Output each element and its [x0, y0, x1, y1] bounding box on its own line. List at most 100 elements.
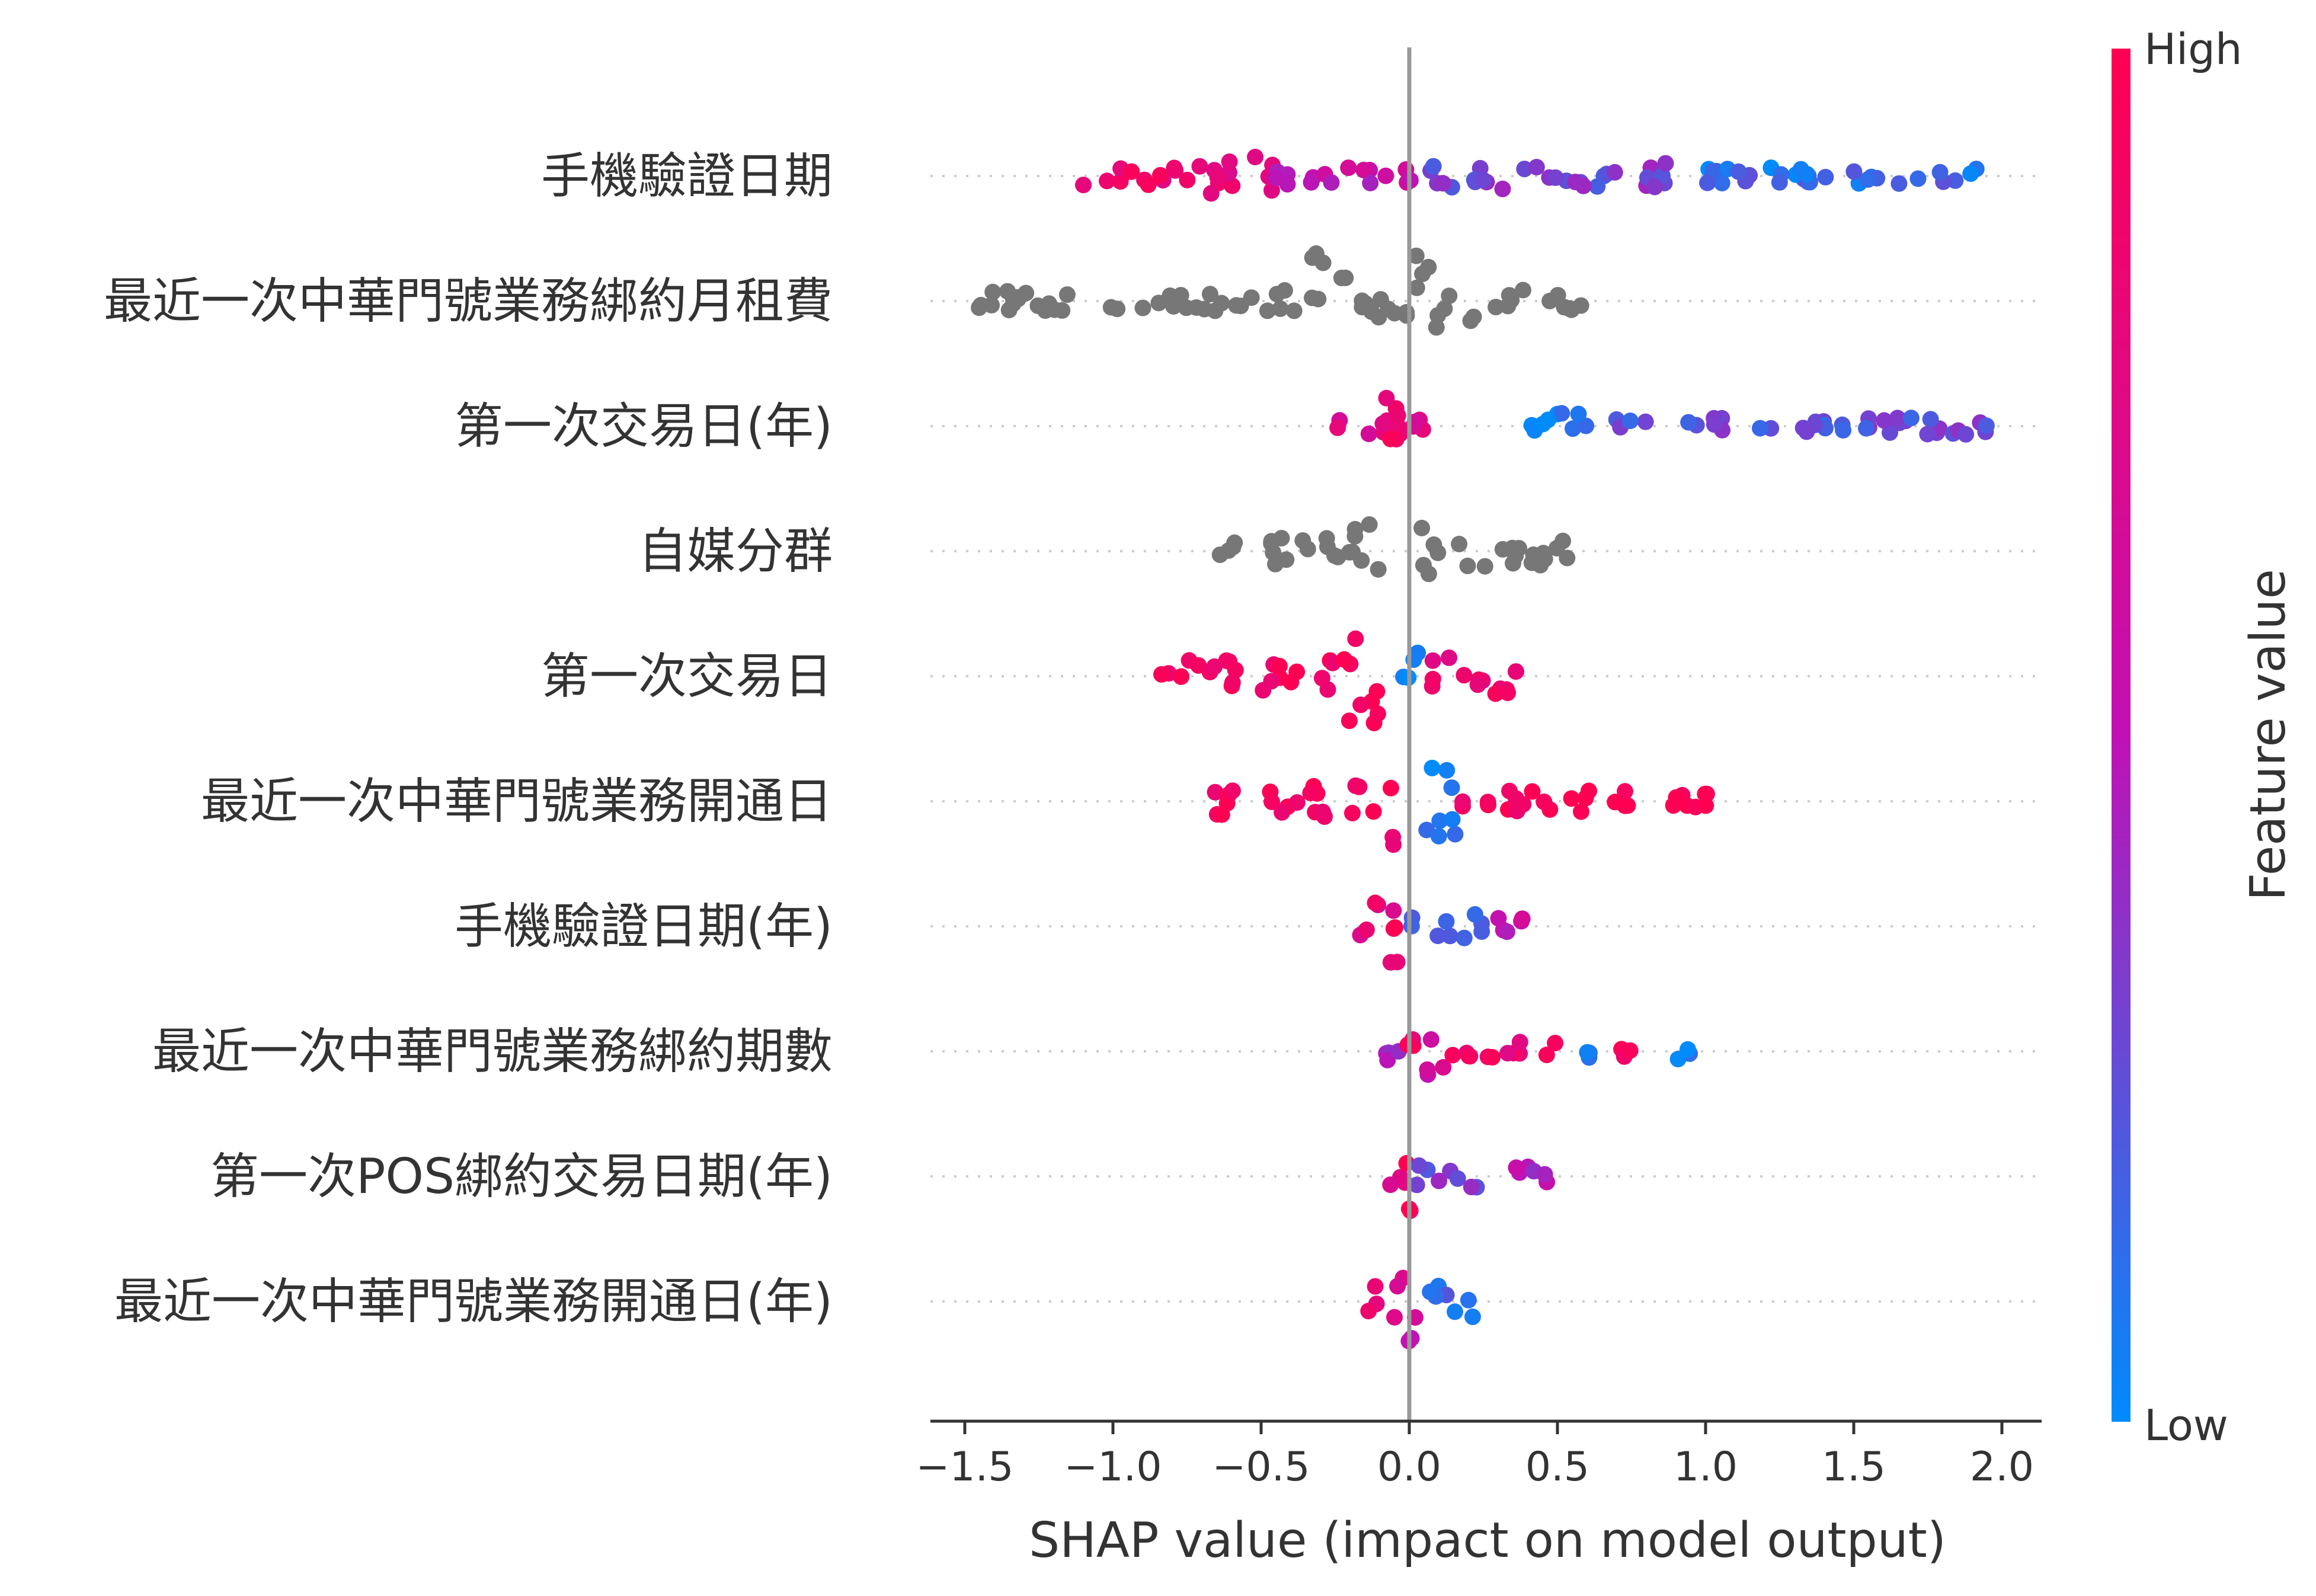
shap-point	[1213, 806, 1230, 823]
shap-point	[1389, 1278, 1406, 1295]
shap-point	[1536, 1166, 1553, 1183]
shap-point	[1313, 670, 1330, 687]
shap-point	[1326, 547, 1343, 564]
shap-point	[1389, 407, 1406, 424]
shap-point	[1441, 649, 1458, 666]
shap-point	[1367, 894, 1384, 911]
shap-point	[1556, 299, 1573, 316]
shap-point	[1361, 516, 1378, 533]
x-tick-label: −1.0	[1064, 1444, 1162, 1491]
shap-point	[1494, 180, 1511, 197]
shap-point	[1697, 797, 1714, 814]
colorbar: High Low Feature value	[2112, 24, 2296, 1450]
shap-point	[1209, 169, 1226, 186]
shap-point	[1018, 284, 1035, 302]
shap-point	[1507, 548, 1524, 564]
shap-point	[1419, 1061, 1436, 1078]
shap-point	[1386, 1309, 1403, 1326]
shap-point	[1534, 415, 1552, 433]
shap-point	[1263, 533, 1280, 550]
shap-point	[1547, 169, 1564, 186]
shap-point	[1190, 657, 1207, 674]
shap-point	[1259, 302, 1276, 319]
shap-point	[1109, 300, 1126, 318]
shap-point	[1444, 1047, 1461, 1064]
colorbar-title: Feature value	[2240, 569, 2296, 901]
shap-point	[1206, 658, 1223, 675]
shap-point	[1459, 557, 1476, 574]
shap-point	[1890, 175, 1908, 192]
colorbar-gradient	[2112, 49, 2131, 1422]
shap-point	[1547, 1035, 1564, 1051]
shap-point	[1438, 762, 1456, 779]
shap-point	[1606, 164, 1623, 181]
shap-point	[1473, 923, 1490, 940]
shap-point	[1202, 185, 1220, 202]
shap-point	[1303, 174, 1320, 191]
shap-point	[1422, 1283, 1439, 1300]
shap-point	[1123, 163, 1140, 180]
shap-point	[983, 296, 1000, 314]
shap-point	[1431, 813, 1448, 829]
shap-point	[1029, 297, 1047, 314]
shap-point	[1407, 247, 1425, 264]
shap-point	[1454, 793, 1471, 810]
feature-label: 第一次交易日	[541, 648, 833, 705]
shap-point	[971, 299, 988, 316]
shap-point	[1508, 1159, 1525, 1176]
shap-point	[1909, 170, 1927, 187]
shap-point	[1441, 287, 1458, 305]
shap-point	[984, 283, 1002, 300]
shap-point	[1333, 270, 1350, 286]
shap-point	[1403, 917, 1420, 935]
shap-point	[1541, 292, 1559, 309]
shap-point	[1514, 910, 1531, 927]
shap-point	[1578, 417, 1595, 434]
shap-point	[1424, 652, 1441, 669]
shap-point	[1919, 426, 1936, 443]
shap-point	[1665, 797, 1682, 814]
shap-point	[1498, 923, 1515, 941]
x-axis-title: SHAP value (impact on model output)	[1029, 1512, 1946, 1569]
shap-point	[1429, 544, 1447, 561]
colorbar-high-label: High	[2144, 24, 2242, 74]
shap-point	[1524, 783, 1541, 800]
shap-point	[1354, 292, 1371, 309]
shap-point	[1515, 282, 1531, 299]
shap-point	[1515, 796, 1532, 813]
shap-point	[1430, 828, 1447, 845]
feature-label: 最近一次中華門號業務開通日(年)	[114, 1274, 833, 1330]
shap-point	[1179, 171, 1196, 188]
shap-point	[1398, 304, 1415, 321]
shap-point	[1346, 527, 1364, 545]
shap-point	[1621, 1042, 1639, 1059]
shap-point	[1978, 417, 1995, 434]
shap-point	[1344, 543, 1361, 561]
shap-point	[1188, 299, 1205, 316]
feature-label: 最近一次中華門號業務綁約期數	[152, 1024, 833, 1080]
shap-point	[1054, 302, 1071, 319]
shap-point	[1657, 155, 1674, 172]
shap-point	[1447, 826, 1464, 843]
shap-point	[1408, 1176, 1425, 1194]
shap-point	[1370, 561, 1387, 578]
shap-point	[1172, 668, 1189, 685]
shap-point	[1466, 906, 1483, 923]
shap-point	[1355, 161, 1373, 178]
shap-point	[1285, 302, 1303, 319]
shap-point	[1553, 405, 1570, 422]
shap-point	[1567, 174, 1584, 191]
feature-row: 最近一次中華門號業務綁約月租費	[104, 245, 2042, 336]
shap-point	[1268, 286, 1285, 303]
shap-point	[1385, 836, 1402, 853]
shap-point	[1387, 919, 1403, 936]
shap-point	[1410, 1157, 1428, 1174]
shap-point	[1464, 1308, 1481, 1325]
shap-point	[1213, 295, 1230, 312]
shap-point	[1501, 782, 1518, 799]
shap-point	[1488, 299, 1505, 316]
shap-point	[1278, 551, 1295, 568]
shap-point	[1475, 172, 1492, 189]
feature-row: 最近一次中華門號業務開通日	[201, 759, 2042, 853]
